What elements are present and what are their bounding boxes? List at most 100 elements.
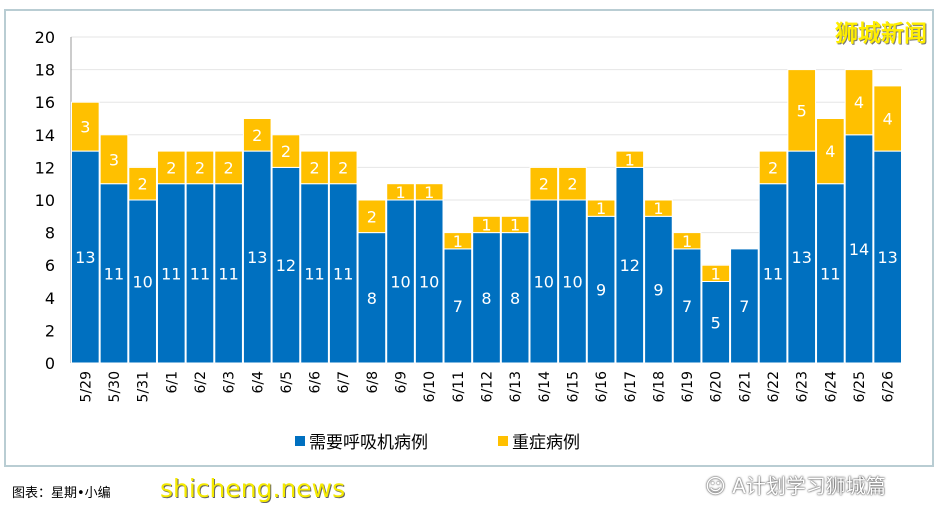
data-label: 2: [166, 158, 176, 177]
x-tick-label: 6/5: [279, 371, 295, 394]
bar-segment: [242, 150, 272, 364]
x-tick-label: 6/26: [881, 371, 897, 403]
bar-segment: [185, 150, 215, 185]
x-tick-label: 6/24: [823, 371, 839, 403]
caption: 图表：星期•小编: [12, 486, 111, 501]
bar-segment: [730, 248, 759, 364]
wechat-watermark-text: A计划学习狮城篇: [732, 474, 886, 498]
data-label: 11: [218, 264, 238, 283]
bar-segment: [300, 150, 329, 185]
x-tick-label: 6/19: [680, 371, 696, 402]
bar-segment: [472, 215, 501, 234]
x-tick-label: 6/15: [565, 371, 581, 402]
data-label: 13: [877, 248, 897, 267]
x-tick-label: 6/21: [737, 371, 753, 402]
x-tick-label: 6/20: [709, 371, 725, 402]
data-label: 4: [825, 142, 835, 161]
legend-swatch: [295, 436, 305, 446]
x-tick-label: 6/17: [623, 371, 639, 402]
data-label: 5: [711, 313, 721, 332]
data-label: 8: [481, 289, 491, 308]
data-label: 2: [539, 175, 549, 194]
x-tick-label: 6/10: [422, 371, 438, 402]
data-label: 10: [390, 273, 410, 292]
data-label: 12: [620, 256, 640, 275]
data-label: 8: [367, 289, 377, 308]
data-label: 7: [739, 297, 749, 316]
data-label: 11: [190, 264, 210, 283]
bar-segment: [99, 134, 129, 185]
x-tick-label: 5/30: [107, 371, 123, 402]
bar-segment: [357, 199, 387, 234]
legend-label: 需要呼吸机病例: [309, 433, 428, 453]
data-label: 1: [711, 264, 721, 283]
data-label: 13: [792, 248, 812, 267]
bar-segment: [242, 118, 272, 152]
bar-segment: [128, 199, 157, 364]
data-label: 13: [75, 248, 95, 267]
bar-segment: [586, 215, 616, 364]
bar-segment: [156, 183, 186, 364]
data-label: 1: [653, 199, 663, 218]
x-tick-label: 6/23: [795, 371, 811, 402]
bar-segment: [816, 183, 845, 364]
data-label: 10: [562, 273, 582, 292]
x-tick-label: 5/29: [78, 371, 94, 402]
data-label: 2: [252, 126, 262, 145]
data-label: 1: [395, 183, 405, 202]
data-label: 7: [453, 297, 463, 316]
bar-segment: [500, 215, 530, 234]
x-tick-label: 6/11: [451, 371, 467, 402]
data-label: 2: [567, 175, 577, 194]
bar-segment: [214, 183, 243, 364]
bar-segment: [816, 118, 845, 185]
legend-label: 重症病例: [512, 433, 580, 453]
data-label: 2: [309, 158, 319, 177]
bar-segment: [472, 232, 501, 364]
bar-segment: [844, 69, 874, 136]
bar-segment: [787, 69, 817, 152]
data-label: 11: [104, 264, 124, 283]
bar-segment: [185, 183, 215, 364]
bar-segment: [271, 166, 301, 364]
bar-segment: [615, 150, 645, 168]
data-label: 4: [883, 110, 893, 129]
data-label: 7: [682, 297, 692, 316]
bar-segment: [844, 134, 874, 364]
data-label: 1: [625, 150, 635, 169]
x-tick-label: 6/1: [164, 371, 180, 394]
x-tick-label: 6/6: [308, 371, 324, 394]
x-tick-label: 6/13: [508, 371, 524, 402]
bar-segment: [328, 150, 358, 185]
data-label: 3: [80, 118, 90, 137]
bar-segment: [357, 232, 387, 364]
data-label: 11: [820, 264, 840, 283]
bar-segment: [71, 101, 100, 152]
data-label: 11: [763, 264, 783, 283]
y-tick-label: 10: [35, 191, 55, 210]
x-tick-label: 6/8: [365, 371, 381, 394]
legend-swatch: [498, 436, 508, 446]
bar-segment: [529, 199, 559, 364]
watermark: shicheng.news: [160, 474, 346, 503]
data-label: 4: [854, 93, 864, 112]
x-tick-label: 6/4: [250, 371, 266, 394]
data-label: 2: [224, 158, 234, 177]
x-tick-label: 6/12: [480, 371, 496, 402]
y-tick-label: 6: [45, 256, 55, 275]
bar-segment: [128, 166, 157, 201]
bar-segment: [558, 166, 587, 201]
stacked-bar-chart: 024681012141618201335/291135/301025/3111…: [35, 28, 903, 453]
data-label: 12: [276, 256, 296, 275]
x-tick-label: 6/25: [852, 371, 868, 402]
brand-logo: 狮城新闻: [835, 21, 927, 47]
x-tick-label: 6/16: [594, 371, 610, 403]
x-tick-label: 6/7: [336, 371, 352, 394]
y-tick-label: 4: [45, 289, 55, 308]
y-tick-label: 20: [35, 28, 55, 47]
data-label: 10: [132, 273, 152, 292]
data-label: 1: [510, 215, 520, 234]
data-label: 5: [797, 101, 807, 120]
bar-segment: [500, 232, 530, 364]
bar-segment: [386, 199, 415, 364]
